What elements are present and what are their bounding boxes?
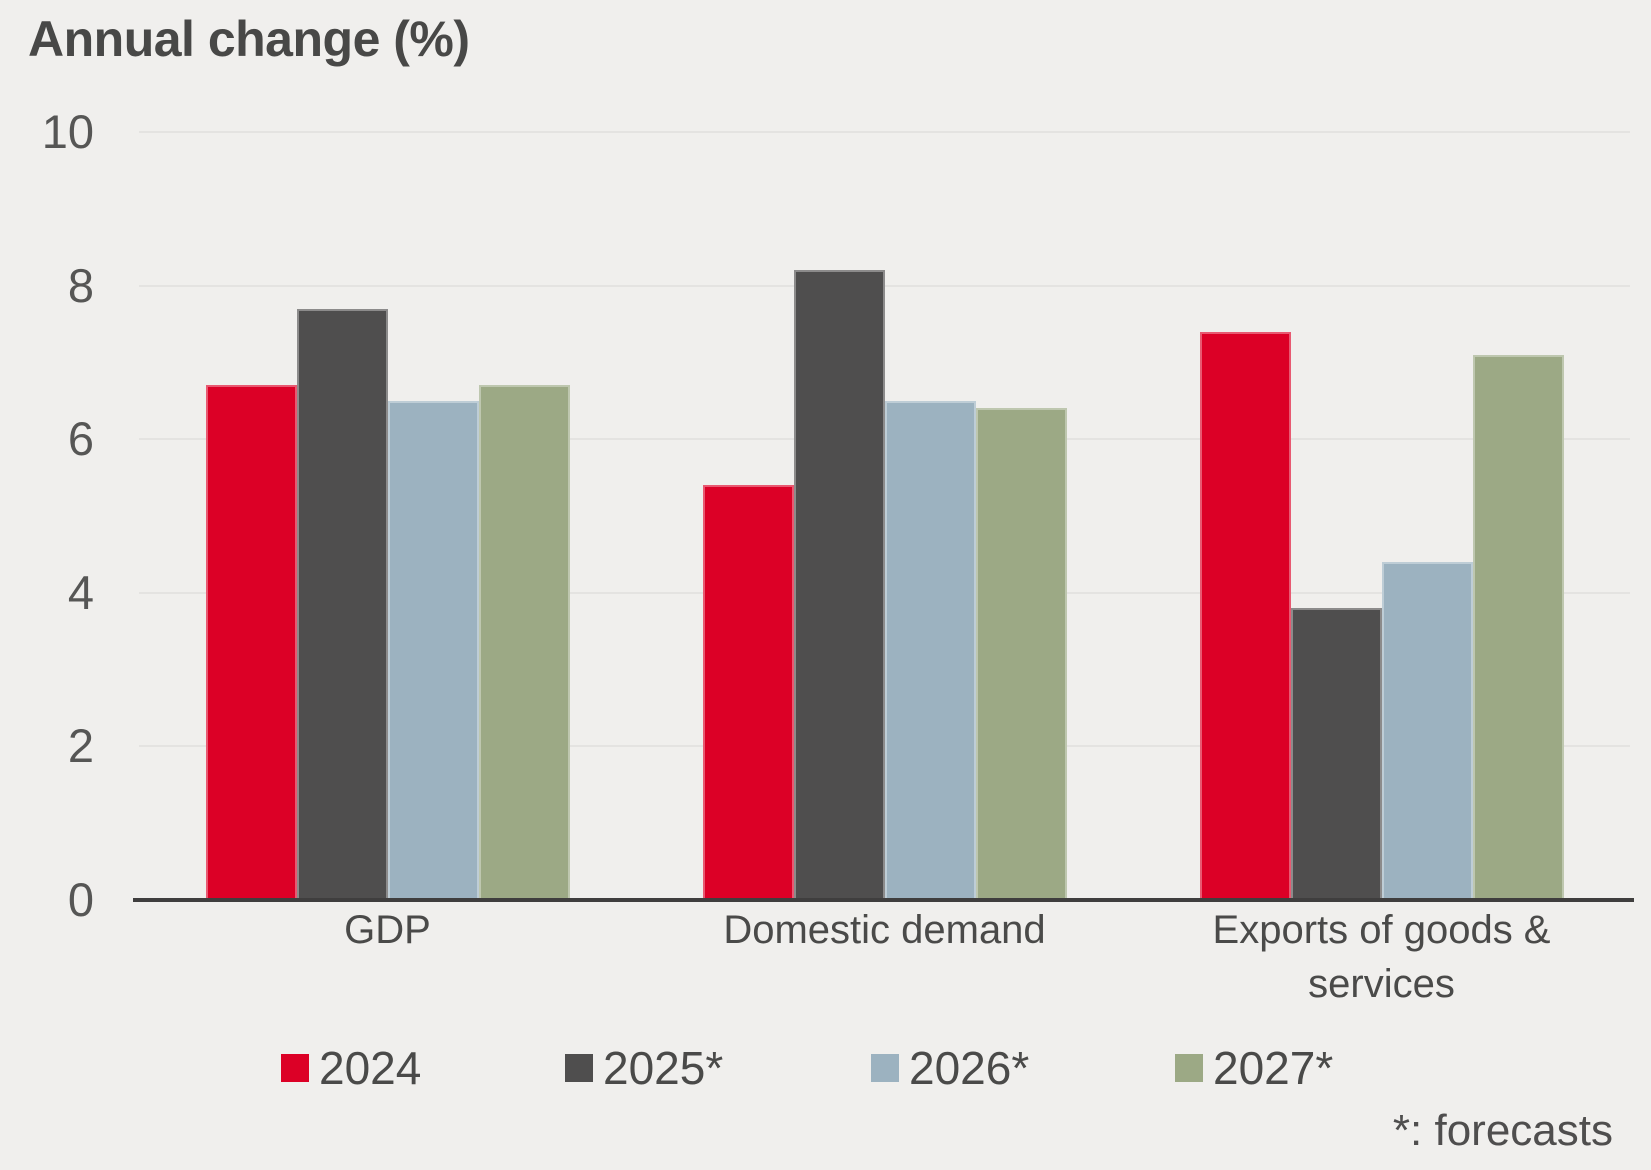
bar-2024-domestic-demand bbox=[702, 485, 794, 900]
legend-label-2025: 2025* bbox=[603, 1042, 724, 1094]
legend-swatch-2025 bbox=[565, 1054, 593, 1082]
bar-2024-exports-of-goods-services bbox=[1199, 331, 1291, 900]
bar-2026-exports-of-goods-services bbox=[1381, 562, 1473, 900]
category-label-gdp: GDP bbox=[344, 908, 431, 952]
legend-label-2027: 2027* bbox=[1213, 1042, 1334, 1094]
bar-2025-exports-of-goods-services bbox=[1290, 608, 1382, 900]
bar-2027-exports-of-goods-services bbox=[1472, 354, 1564, 900]
gridline-y8 bbox=[139, 284, 1630, 287]
y-tick-label-2: 2 bbox=[67, 719, 94, 773]
legend-item-2024: 2024 bbox=[281, 1040, 421, 1096]
legend-swatch-2027 bbox=[1175, 1054, 1203, 1082]
y-tick-label-4: 4 bbox=[67, 565, 94, 619]
x-axis-line bbox=[133, 898, 1634, 902]
category-label-domestic-demand: Domestic demand bbox=[723, 908, 1046, 952]
legend-item-2026: 2026* bbox=[871, 1040, 1029, 1096]
y-tick-label-8: 8 bbox=[67, 258, 94, 312]
legend-swatch-2024 bbox=[281, 1054, 309, 1082]
legend-item-2025: 2025* bbox=[565, 1040, 723, 1096]
y-tick-label-10: 10 bbox=[41, 105, 94, 158]
bar-2025-domestic-demand bbox=[793, 270, 885, 900]
bar-2027-domestic-demand bbox=[975, 408, 1067, 900]
bar-2026-domestic-demand bbox=[884, 400, 976, 900]
legend-label-2024: 2024 bbox=[319, 1042, 422, 1094]
category-label-exports-of-goods-services: Exports of goods & services bbox=[1212, 908, 1551, 1006]
bar-2027-gdp bbox=[478, 385, 570, 900]
y-tick-label-0: 0 bbox=[67, 873, 94, 926]
bar-2025-gdp bbox=[296, 308, 388, 900]
legend-label-2026: 2026* bbox=[909, 1042, 1030, 1094]
legend-item-2027: 2027* bbox=[1175, 1040, 1333, 1096]
legend-swatch-2026 bbox=[871, 1054, 899, 1082]
bar-2026-gdp bbox=[387, 400, 479, 900]
legend: 2024 2025* 2026* 2027* bbox=[0, 1040, 1651, 1096]
y-tick-label-6: 6 bbox=[67, 412, 94, 466]
footnote: *: forecasts bbox=[1392, 1106, 1613, 1155]
bar-2024-gdp bbox=[205, 385, 297, 900]
chart-title: Annual change (%) bbox=[28, 11, 470, 67]
gridline-y10 bbox=[139, 131, 1630, 133]
